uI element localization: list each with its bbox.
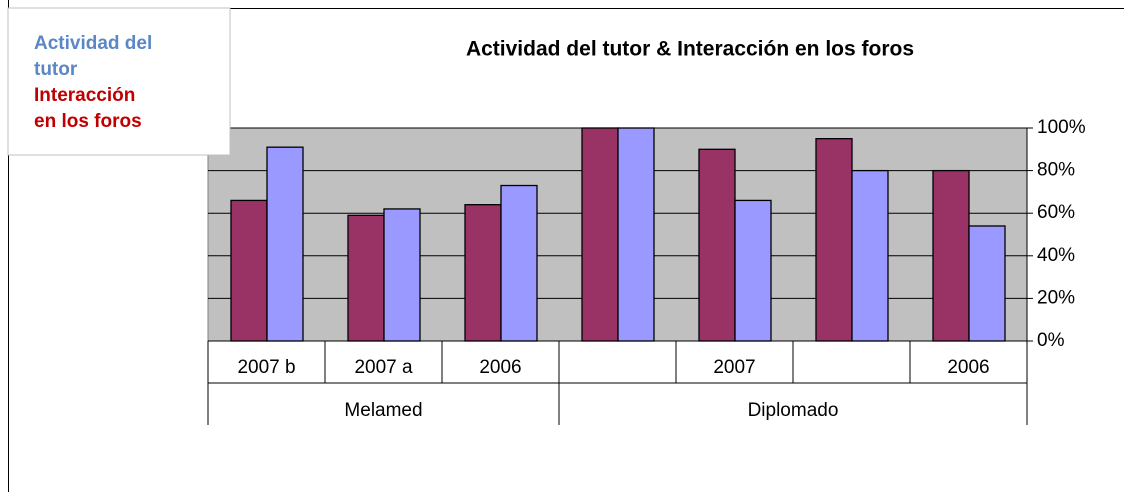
group-label: Diplomado [748, 400, 839, 421]
bar [581, 127, 619, 342]
legend-label: Actividad del tutor [34, 33, 152, 80]
y-tick-label: 100% [1037, 117, 1086, 138]
bar [815, 137, 853, 342]
bar [968, 225, 1006, 342]
bar [932, 169, 970, 342]
x-tick-label: 2006 [479, 357, 521, 378]
legend-box [7, 7, 231, 156]
y-tick-label: 40% [1037, 245, 1075, 266]
x-tick-label: 2007 b [237, 357, 295, 378]
bar [698, 148, 736, 342]
bar [734, 199, 772, 342]
bar [617, 127, 655, 342]
bar [266, 146, 304, 342]
bar [383, 208, 421, 342]
y-tick-label: 60% [1037, 202, 1075, 223]
x-tick-label: 2006 [947, 357, 989, 378]
legend-label: Interacción en los foros [34, 85, 142, 132]
x-tick-label: 2007 [713, 357, 755, 378]
chart-title: Actividad del tutor & Interacción en los… [466, 38, 914, 61]
bar [500, 184, 538, 342]
y-tick-label: 0% [1037, 330, 1065, 351]
group-label: Melamed [344, 400, 422, 421]
bar [230, 199, 268, 342]
bar [851, 169, 889, 342]
bar [464, 204, 502, 342]
x-tick-label: 2007 a [354, 357, 413, 378]
y-tick-label: 80% [1037, 160, 1075, 181]
y-tick-label: 20% [1037, 287, 1075, 308]
bar [347, 214, 385, 342]
